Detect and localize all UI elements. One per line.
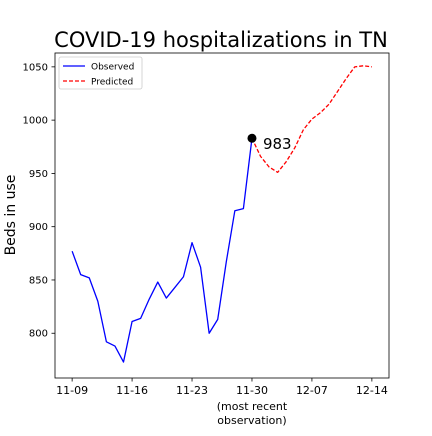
x-tick-label: 11-09 <box>56 384 88 397</box>
legend-label-observed: Observed <box>91 63 134 73</box>
last-observation-label: 983 <box>263 135 292 153</box>
last-observation-marker <box>247 133 257 143</box>
x-tick-sublabel: observation) <box>217 414 286 427</box>
legend-label-predicted: Predicted <box>91 78 133 88</box>
y-tick-label: 900 <box>29 222 48 233</box>
x-tick-label: 12-07 <box>296 384 328 397</box>
y-tick-label: 850 <box>29 275 48 286</box>
x-tick-label: 12-14 <box>356 384 388 397</box>
x-tick-label: 11-16 <box>116 384 148 397</box>
y-tick-label: 950 <box>29 169 48 180</box>
series-line-observed <box>71 138 253 363</box>
x-tick-label: 11-30 <box>236 384 268 397</box>
series-line-predicted <box>251 65 372 173</box>
legend-box <box>58 56 143 90</box>
y-tick-label: 1050 <box>23 62 48 73</box>
x-tick-label: 11-23 <box>176 384 208 397</box>
x-tick-sublabel: (most recent <box>217 400 288 413</box>
chart-title: COVID-19 hospitalizations in TN <box>54 28 388 52</box>
y-axis-label: Beds in use <box>3 175 19 256</box>
y-tick-label: 800 <box>29 329 48 340</box>
plot-frame <box>54 52 390 379</box>
y-tick-label: 1000 <box>23 116 48 127</box>
